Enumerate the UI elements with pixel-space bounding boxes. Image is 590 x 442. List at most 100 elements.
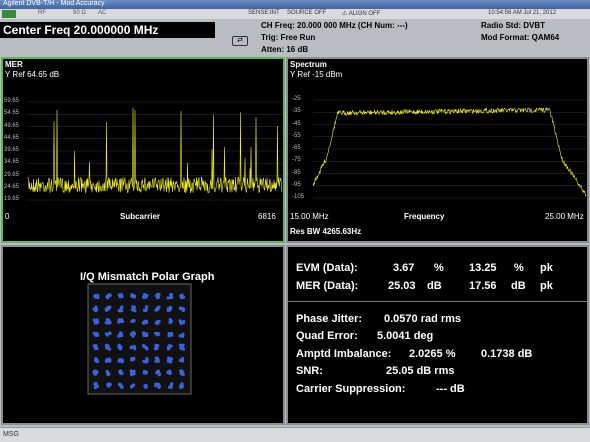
constellation-point <box>156 332 160 336</box>
constellation-point <box>167 356 171 360</box>
status-item: AC <box>98 10 107 16</box>
constellation-point <box>154 359 158 363</box>
constellation-point <box>142 321 146 325</box>
constellation-point <box>120 385 124 389</box>
constellation-point <box>132 294 137 298</box>
constellation-point <box>93 319 97 323</box>
constellation-point <box>104 359 109 363</box>
constellation-point <box>181 372 185 376</box>
constellation-point <box>132 305 136 309</box>
constellation-point <box>169 344 173 348</box>
constellation-point <box>105 307 109 312</box>
status-item: RF <box>38 10 46 16</box>
y-axis-label: -85 <box>292 169 301 176</box>
y-axis-label: -45 <box>292 120 301 127</box>
constellation-point <box>144 305 149 309</box>
constellation-point <box>118 347 123 351</box>
status-bar <box>0 9 590 19</box>
constellation-point <box>92 331 96 335</box>
constellation-point <box>142 359 146 363</box>
mod-format: Mod Format: QAM64 <box>481 33 560 42</box>
constellation-point <box>94 382 98 386</box>
constellation-point <box>106 372 110 377</box>
result-unit: % <box>514 262 524 274</box>
constellation-point <box>154 346 158 350</box>
message-label: MSG <box>3 431 19 438</box>
constellation-point <box>180 384 184 388</box>
spectrum-x-start: 15.00 MHz <box>290 212 329 221</box>
status-source: SOURCE OFF <box>287 10 327 16</box>
constellation-point <box>92 307 96 311</box>
mer-yref: Y Ref 64.65 dB <box>5 70 59 79</box>
constellation-point <box>105 369 109 374</box>
constellation-point <box>180 306 184 310</box>
constellation-point <box>142 371 146 375</box>
result-value: 0.0570 rad rms <box>384 313 462 325</box>
constellation-point <box>168 308 172 312</box>
constellation-point <box>156 321 160 326</box>
mer-x-label: Subcarrier <box>120 212 161 221</box>
constellation-point <box>154 343 158 347</box>
constellation-point <box>145 347 149 351</box>
result-value: 13.25 <box>469 262 497 274</box>
datetime: 10:54:56 AM Jul 21, 2012 <box>488 10 557 16</box>
atten: Atten: 16 dB <box>261 45 309 54</box>
center-freq[interactable]: Center Freq 20.000000 MHz <box>3 23 159 37</box>
results-panel[interactable] <box>286 245 589 425</box>
constellation-point <box>120 305 124 309</box>
constellation-point <box>181 321 186 325</box>
swap-icon[interactable]: ⇄ <box>232 36 248 46</box>
constellation-point <box>145 359 149 363</box>
constellation-point <box>154 356 158 360</box>
constellation-point <box>94 347 98 351</box>
constellation-point <box>181 333 185 337</box>
constellation-point <box>107 318 111 323</box>
result-suffix: pk <box>540 262 553 274</box>
constellation-point <box>107 384 111 388</box>
result-unit: dB <box>427 280 442 292</box>
y-axis-label: -25 <box>292 96 301 102</box>
result-label: Amptd Imbalance: <box>296 348 392 360</box>
result-unit: dB <box>511 280 526 292</box>
constellation-point <box>118 358 122 363</box>
mer-title: MER <box>5 60 23 69</box>
mer-panel[interactable] <box>1 57 285 243</box>
constellation-point <box>106 344 110 348</box>
status-icon <box>2 10 16 18</box>
ch-freq: CH Freq: 20.000 000 MHz (CH Num: ---) <box>261 21 408 30</box>
result-suffix: pk <box>540 280 553 292</box>
mer-x-start: 0 <box>5 212 10 221</box>
center-freq-box[interactable] <box>0 22 215 38</box>
spectrum-trace <box>312 107 587 197</box>
spectrum-panel[interactable] <box>286 57 589 243</box>
constellation-point <box>168 371 172 376</box>
y-axis-label: -105 <box>292 194 305 200</box>
spectrum-x-end: 25.00 MHz <box>545 212 584 221</box>
constellation-point <box>130 293 134 297</box>
result-value: 17.56 <box>469 280 497 292</box>
constellation-point <box>95 321 99 325</box>
constellation-point <box>120 309 124 313</box>
radio-std: Radio Std: DVBT <box>481 21 545 30</box>
constellation-point <box>117 318 121 322</box>
y-axis-label: 29.65 <box>4 171 20 178</box>
constellation-point <box>169 360 173 364</box>
constellation-point <box>180 358 184 362</box>
status-sense: SENSE:INT <box>248 10 280 16</box>
constellation-point <box>145 333 149 338</box>
constellation-point <box>143 308 147 313</box>
mer-yref-text: Y Ref 64.65 dB <box>5 70 60 79</box>
constellation-point <box>166 296 170 300</box>
constellation-point <box>157 371 162 376</box>
constellation-point <box>95 360 100 364</box>
result-value: --- dB <box>436 383 465 395</box>
y-axis-label: -65 <box>292 145 301 151</box>
mer-x-end: 6816 <box>258 212 276 221</box>
y-axis-label: -95 <box>292 181 301 188</box>
constellation-point <box>119 293 123 297</box>
result-label: Quad Error: <box>296 330 358 342</box>
y-axis-label: 54.65 <box>4 110 20 117</box>
result-label: SNR: <box>296 365 323 377</box>
